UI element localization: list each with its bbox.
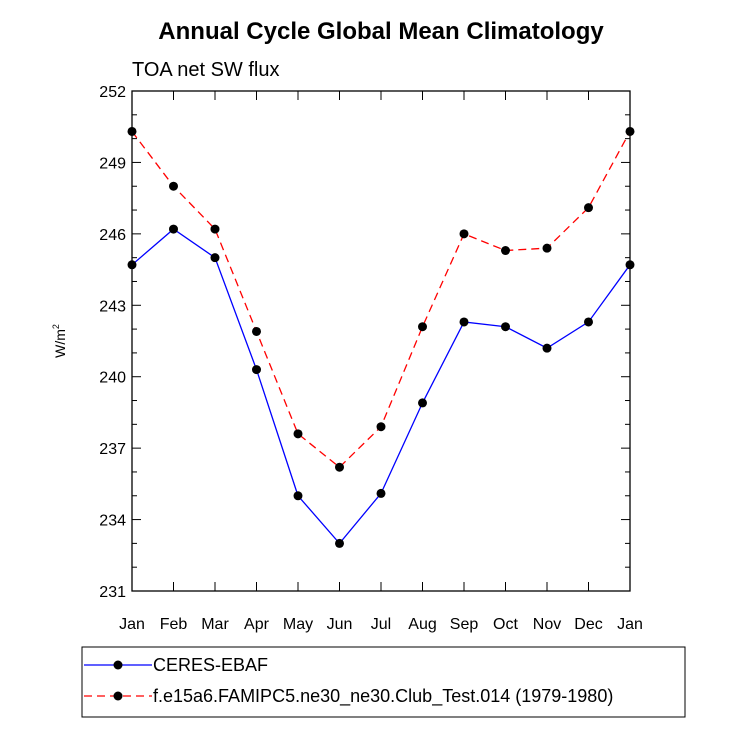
legend-label-model: f.e15a6.FAMIPC5.ne30_ne30.Club_Test.014 … <box>153 686 613 707</box>
series-point-0 <box>584 317 593 327</box>
legend-marker-model <box>113 691 123 701</box>
x-tick-label: Jun <box>327 616 353 633</box>
series-point-0 <box>252 365 261 375</box>
y-tick-label: 240 <box>99 370 126 387</box>
y-axis-label: W/m2 <box>51 324 68 358</box>
series-layer <box>127 126 635 548</box>
series-point-0 <box>542 343 552 353</box>
y-tick-label: 237 <box>99 441 126 458</box>
series-point-1 <box>418 322 427 332</box>
legend-label-ceres: CERES-EBAF <box>153 655 268 675</box>
axis-ticks: 231 234 237 240 243 246 249 252 Jan Feb Mar Apr May J… <box>99 84 643 633</box>
series-point-1 <box>584 203 593 213</box>
plot-frame <box>131 90 631 592</box>
x-tick-label: Mar <box>201 616 229 633</box>
series-point-0 <box>335 538 344 548</box>
x-tick-label: Jan <box>617 616 643 633</box>
chart-title: Annual Cycle Global Mean Climatology <box>158 18 604 45</box>
series-point-0 <box>459 317 469 327</box>
y-tick-label: 231 <box>99 584 126 601</box>
x-tick-label: May <box>283 616 313 633</box>
series-point-1 <box>459 229 469 239</box>
x-tick-label: Apr <box>244 616 270 633</box>
legend: CERES-EBAF f.e15a6.FAMIPC5.ne30_ne30.Clu… <box>81 646 686 718</box>
legend-marker-ceres <box>113 660 123 670</box>
series-point-1 <box>376 422 386 432</box>
legend-box <box>81 646 686 718</box>
series-point-0 <box>418 398 427 408</box>
series-point-1 <box>293 429 303 439</box>
x-tick-label: Jan <box>119 616 145 633</box>
series-point-1 <box>501 246 510 256</box>
x-tick-label: Jul <box>371 616 391 633</box>
series-point-0 <box>376 488 386 498</box>
x-tick-label: Sep <box>450 616 479 633</box>
y-tick-label: 243 <box>99 298 126 315</box>
chart-subtitle: TOA net SW flux <box>132 59 279 81</box>
y-axis-label-base: W/m <box>52 329 68 358</box>
y-tick-label: 234 <box>99 513 126 530</box>
series-point-0 <box>210 253 220 263</box>
x-tick-label: Feb <box>160 616 188 633</box>
y-tick-label: 252 <box>99 84 126 101</box>
series-point-0 <box>501 322 510 332</box>
x-tick-label: Dec <box>574 616 602 633</box>
y-axis-label-sup: 2 <box>51 324 61 329</box>
series-point-1 <box>542 243 552 253</box>
series-point-0 <box>293 491 303 501</box>
x-tick-label: Nov <box>533 616 561 633</box>
series-point-1 <box>210 224 220 234</box>
series-point-1 <box>252 326 261 336</box>
y-tick-label: 249 <box>99 155 126 172</box>
x-tick-label: Aug <box>408 616 436 633</box>
series-point-1 <box>335 462 344 472</box>
y-tick-label: 246 <box>99 227 126 244</box>
series-point-0 <box>169 224 178 234</box>
x-tick-label: Oct <box>493 616 518 633</box>
series-point-1 <box>169 181 178 191</box>
series-line-1 <box>131 131 631 469</box>
